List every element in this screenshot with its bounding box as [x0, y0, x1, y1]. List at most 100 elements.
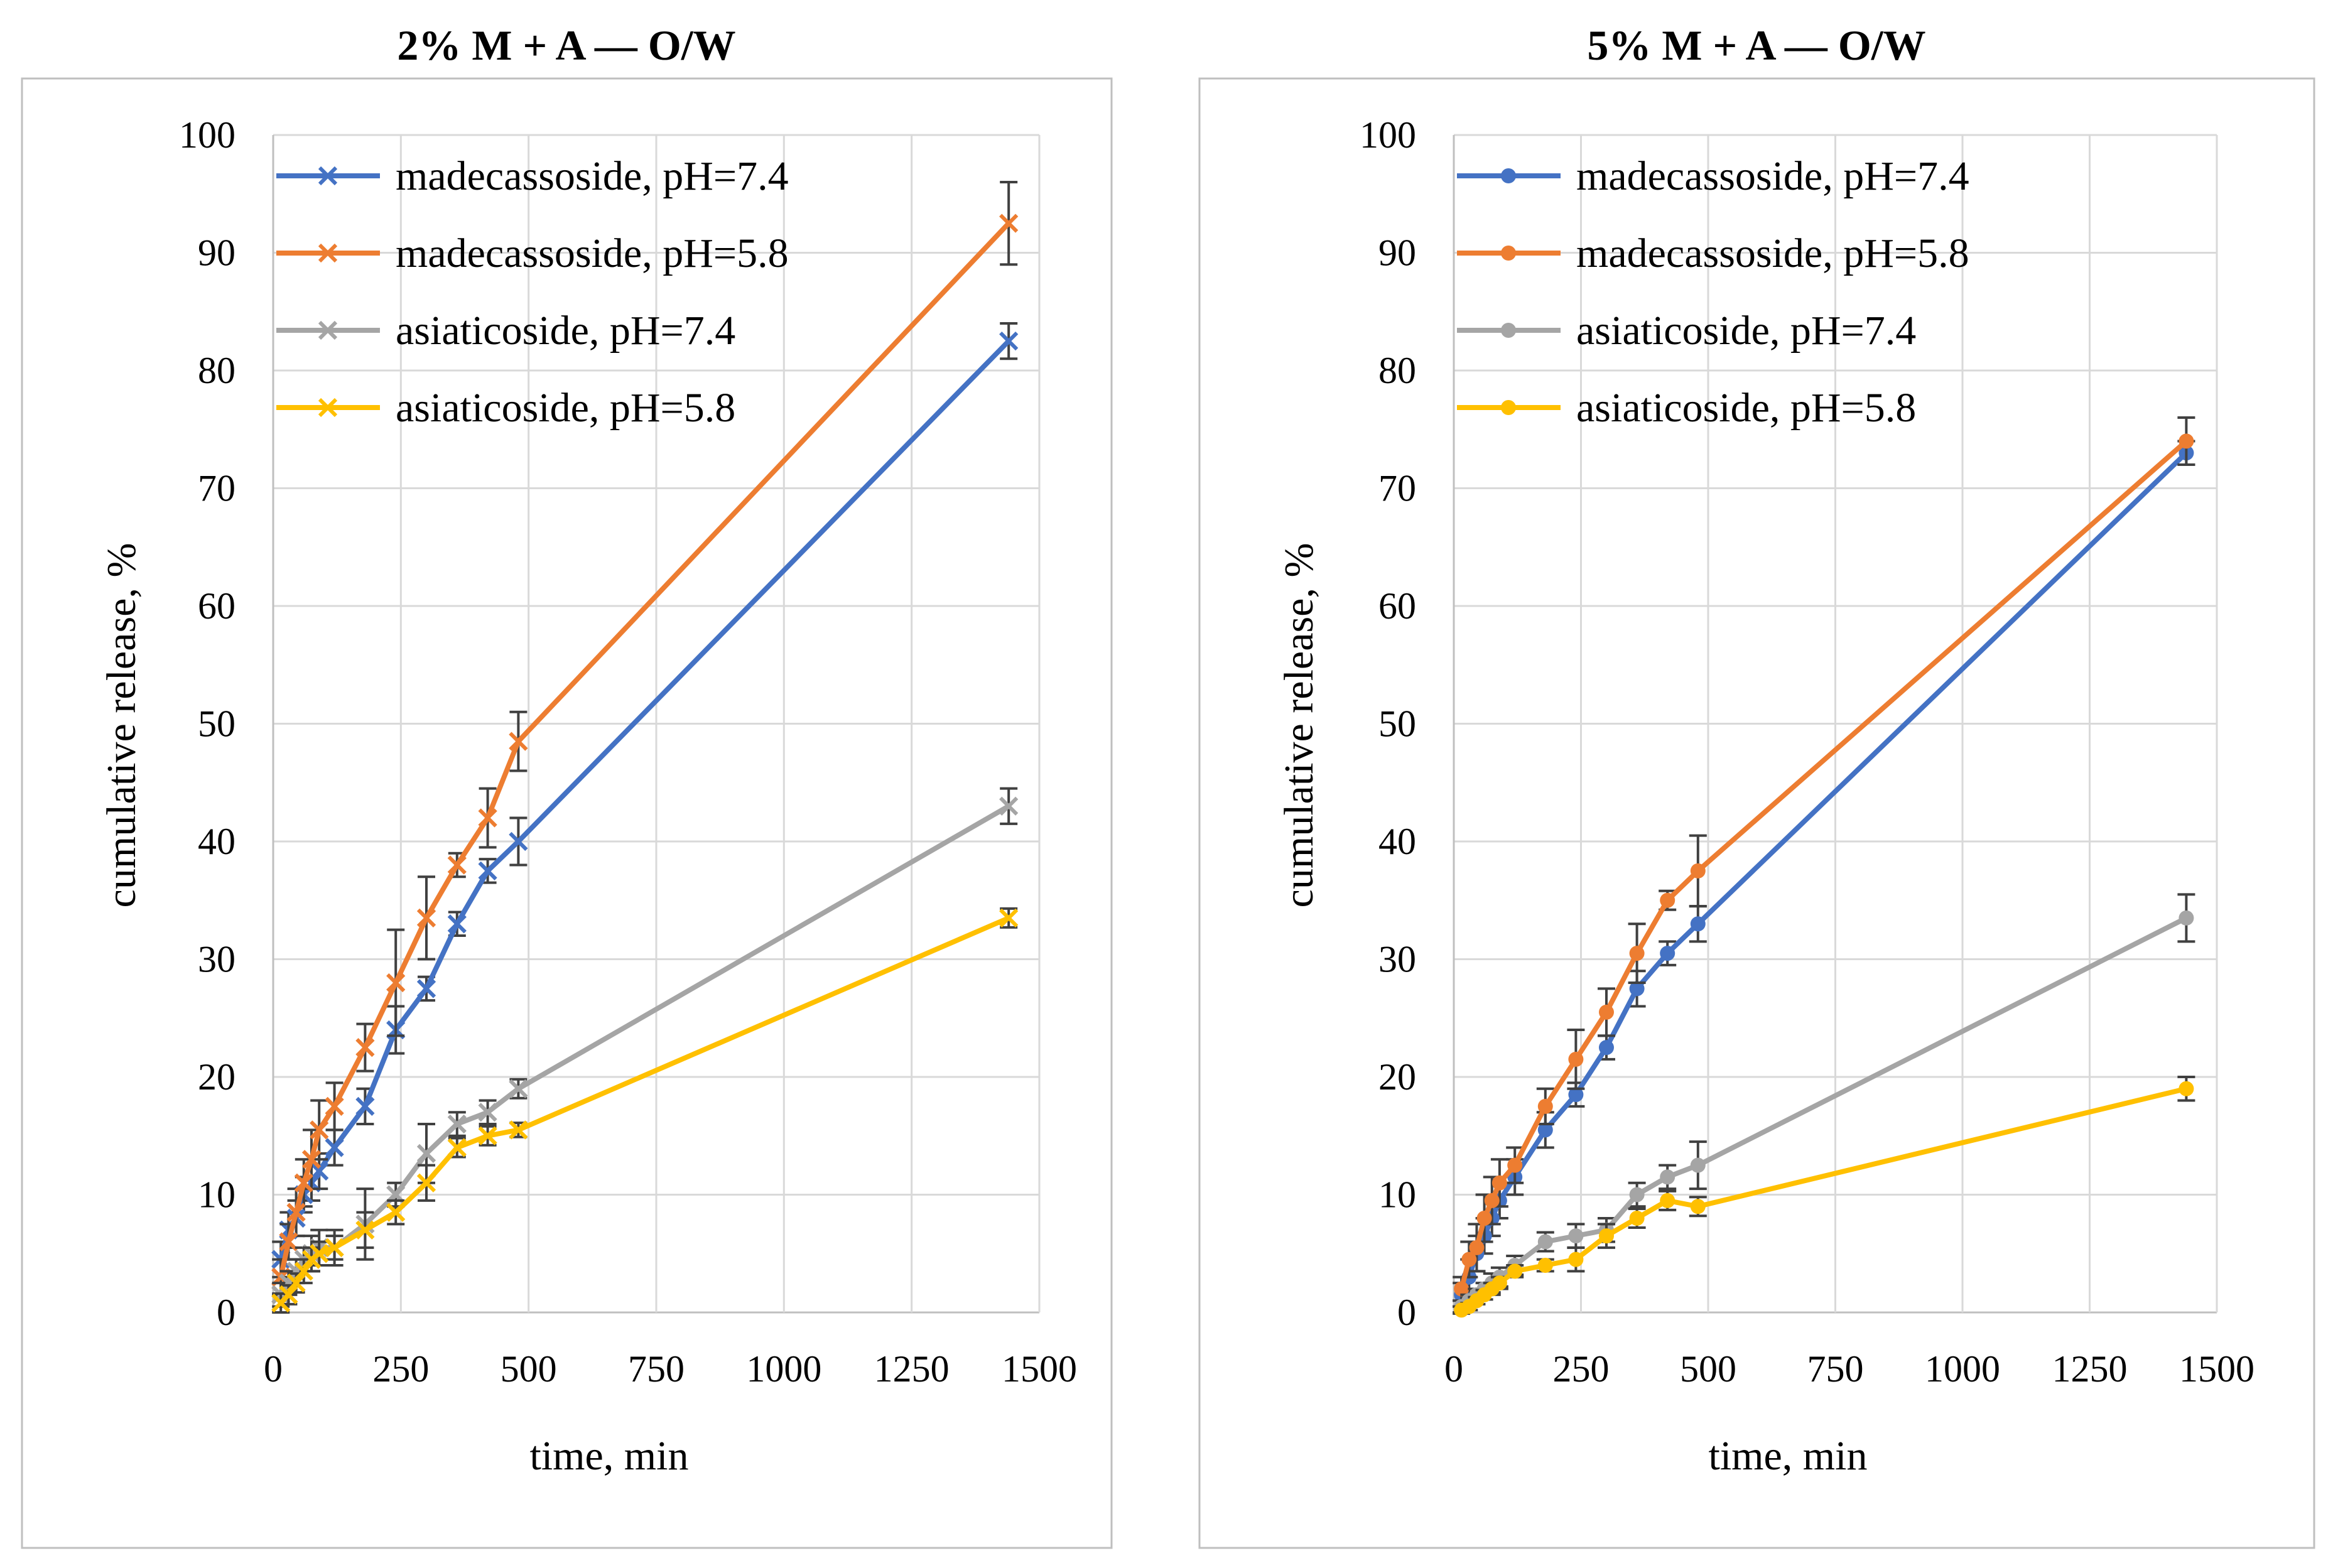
data-point [1537, 1122, 1553, 1138]
legend-marker [1501, 323, 1516, 338]
data-point [325, 1238, 344, 1258]
data-point [1629, 1211, 1645, 1226]
data-point [447, 855, 467, 875]
data-point [1599, 1228, 1614, 1244]
legend-label: madecassoside, pH=7.4 [1576, 153, 1969, 199]
data-point [1507, 1157, 1523, 1173]
data-point [1491, 1275, 1507, 1291]
data-point [1491, 1175, 1507, 1191]
chart-title: 2% M + A — O/W [397, 21, 735, 69]
y-tick-label: 20 [198, 1056, 235, 1098]
data-point [509, 732, 528, 751]
y-tick-label: 90 [1378, 232, 1416, 274]
data-point [478, 861, 497, 881]
legend-label: asiaticoside, pH=5.8 [396, 385, 735, 431]
legend-marker [1501, 168, 1516, 183]
x-tick-label: 250 [1553, 1348, 1610, 1390]
data-point [1690, 1157, 1706, 1173]
legend-label: madecassoside, pH=5.8 [396, 230, 789, 276]
y-tick-label: 0 [1397, 1292, 1416, 1333]
data-point [1537, 1098, 1553, 1114]
y-tick-label: 40 [198, 821, 235, 862]
data-point [355, 1220, 375, 1240]
data-point [416, 979, 436, 998]
x-axis-label: time, min [1709, 1433, 1868, 1479]
data-point [1476, 1211, 1492, 1226]
data-point [1507, 1263, 1523, 1279]
y-tick-label: 30 [198, 939, 235, 980]
data-point [478, 1126, 497, 1145]
x-tick-label: 1250 [2052, 1348, 2128, 1390]
data-point [478, 808, 497, 828]
data-point [279, 1285, 298, 1305]
gridlines [1453, 134, 2218, 1314]
chart-title: 5% M + A — O/W [1587, 21, 1925, 69]
data-point [1660, 892, 1675, 908]
legend: madecassoside, pH=7.4 madecassoside, pH=5… [1457, 153, 1969, 431]
legend-marker [318, 243, 338, 263]
y-tick-label: 50 [1378, 703, 1416, 745]
data-point [1629, 981, 1645, 997]
data-point [1629, 1187, 1645, 1203]
legend-label: asiaticoside, pH=5.8 [1576, 385, 1916, 431]
data-point [386, 973, 406, 993]
data-point [325, 1096, 344, 1117]
data-point [310, 1244, 329, 1263]
x-tick-label: 1250 [874, 1348, 950, 1390]
y-tick-label: 0 [217, 1292, 235, 1333]
x-tick-label: 1500 [2179, 1348, 2255, 1390]
chart-frame [1198, 77, 2315, 1549]
x-tick-label: 500 [501, 1348, 557, 1390]
data-point [447, 1114, 467, 1134]
x-tick-label: 0 [1444, 1348, 1463, 1390]
legend-label: madecassoside, pH=5.8 [1576, 230, 1969, 276]
legend-marker [318, 320, 338, 340]
x-tick-label: 1000 [1925, 1348, 2000, 1390]
data-point [1690, 863, 1706, 879]
data-point [999, 214, 1019, 233]
legend: madecassoside, pH=7.4 madecassoside, pH=5… [276, 153, 789, 431]
data-point [2179, 433, 2194, 449]
data-point [294, 1173, 313, 1192]
y-tick-label: 60 [1378, 585, 1416, 627]
x-tick-label: 1000 [746, 1348, 821, 1390]
x-tick-label: 500 [1680, 1348, 1736, 1390]
legend-marker [1501, 246, 1516, 261]
data-point [1469, 1240, 1485, 1255]
data-point [1660, 946, 1675, 961]
data-point [509, 1120, 528, 1140]
series-asiaticoside-ph-5-8 [1453, 1076, 2195, 1318]
y-tick-label: 50 [198, 703, 235, 745]
gridlines [272, 134, 1041, 1314]
y-axis-label: cumulative release, % [1276, 543, 1322, 908]
y-tick-label: 100 [1360, 114, 1416, 156]
x-tick-label: 250 [372, 1348, 429, 1390]
data-point [301, 1150, 322, 1169]
x-tick-label: 1500 [1002, 1348, 1077, 1390]
x-tick-label: 0 [264, 1348, 283, 1390]
data-point [416, 908, 436, 928]
series-group [1453, 416, 2195, 1318]
data-point [478, 1103, 497, 1122]
data-point [294, 1262, 313, 1281]
y-tick-label: 60 [198, 585, 235, 627]
data-point [447, 1138, 467, 1157]
data-point [1629, 946, 1645, 961]
y-tick-label: 10 [1378, 1174, 1416, 1216]
data-point [310, 1120, 329, 1140]
series-madecassoside-ph-5-8 [271, 181, 1019, 1296]
data-point [1690, 916, 1706, 932]
data-point [1599, 1004, 1614, 1020]
data-point [447, 914, 467, 934]
legend-label: asiaticoside, pH=7.4 [1576, 308, 1916, 354]
data-point [1461, 1252, 1477, 1267]
y-tick-label: 80 [198, 350, 235, 391]
data-point [416, 1173, 436, 1192]
data-point [999, 332, 1019, 351]
data-point [286, 1273, 306, 1293]
data-point [1484, 1192, 1500, 1208]
data-point [1568, 1252, 1584, 1267]
data-point [286, 1203, 306, 1222]
